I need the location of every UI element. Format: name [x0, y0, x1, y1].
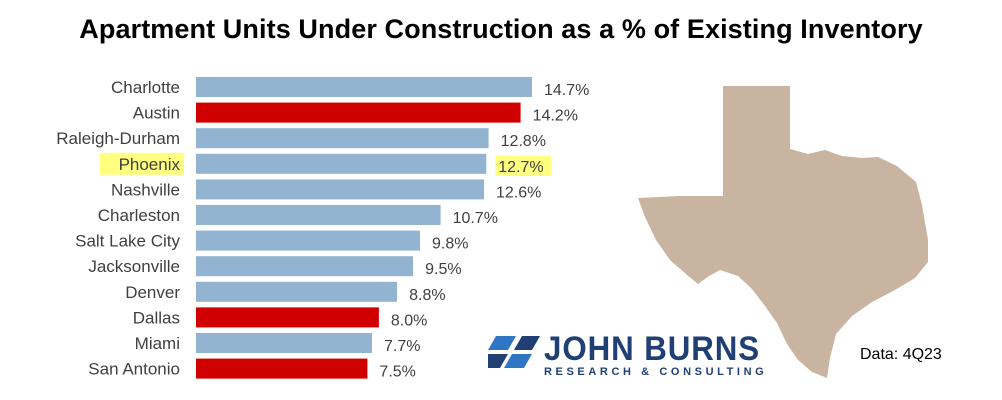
bar-denver: [196, 281, 398, 302]
value-label-jacksonville: 9.5%: [425, 261, 461, 278]
value-label-miami: 7.7%: [384, 338, 420, 355]
data-source-note: Data: 4Q23: [860, 346, 942, 363]
category-label-raleigh-durham: Raleigh-Durham: [56, 129, 180, 148]
value-label-denver: 8.8%: [409, 287, 445, 304]
value-label-charlotte: 14.7%: [544, 82, 589, 99]
chart-title: Apartment Units Under Construction as a …: [79, 14, 923, 44]
bar-austin: [196, 102, 521, 123]
category-label-salt-lake-city: Salt Lake City: [75, 232, 180, 251]
value-label-raleigh-durham: 12.8%: [501, 133, 546, 150]
category-label-denver: Denver: [125, 283, 180, 302]
logo-sub-text: RESEARCH & CONSULTING: [544, 366, 768, 378]
value-label-dallas: 8.0%: [391, 312, 427, 329]
category-label-charlotte: Charlotte: [111, 78, 180, 97]
category-label-charleston: Charleston: [98, 206, 180, 225]
category-label-san-antonio: San Antonio: [88, 360, 180, 379]
bar-charleston: [196, 205, 441, 225]
bar-raleigh-durham: [196, 128, 489, 149]
value-label-nashville: 12.6%: [496, 184, 541, 201]
bar-dallas: [196, 307, 379, 328]
value-label-san-antonio: 7.5%: [379, 364, 415, 381]
category-label-austin: Austin: [133, 104, 180, 123]
value-label-salt-lake-city: 9.8%: [432, 236, 468, 253]
category-label-miami: Miami: [135, 334, 180, 353]
category-label-jacksonville: Jacksonville: [88, 257, 180, 276]
value-highlight-phoenix: [495, 155, 552, 176]
bar-san-antonio: [196, 358, 368, 379]
category-label-phoenix: Phoenix: [119, 155, 181, 174]
value-label-charleston: 10.7%: [453, 210, 498, 227]
category-highlight-phoenix: [100, 152, 184, 175]
bar-salt-lake-city: [196, 230, 420, 251]
logo-mark-icon: [488, 336, 540, 368]
bar-nashville: [196, 179, 484, 200]
bar-charlotte: [196, 77, 532, 97]
texas-map-icon: [638, 86, 928, 378]
value-label-austin: 14.2%: [533, 108, 578, 125]
bar-miami: [196, 333, 372, 353]
bar-phoenix: [196, 153, 487, 174]
logo-main-text: JOHN BURNS: [544, 330, 761, 368]
category-label-dallas: Dallas: [133, 308, 180, 327]
bar-jacksonville: [196, 256, 414, 277]
category-label-nashville: Nashville: [111, 180, 180, 199]
value-label-phoenix: 12.7%: [498, 159, 543, 176]
